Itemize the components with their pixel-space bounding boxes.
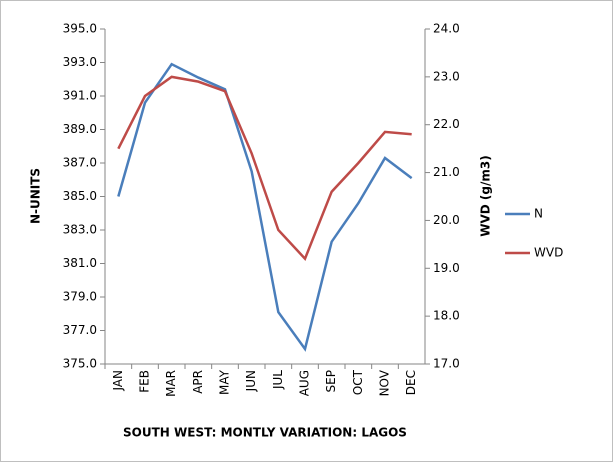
x-tick-label: APR [191, 370, 205, 394]
y-tick-label: 377.0 [63, 323, 97, 337]
y2-axis-label: WVD (g/m3) [479, 155, 493, 236]
series-line [117, 62, 413, 352]
x-tick-label: AUG [298, 370, 312, 396]
y2-tick-label: 22.0 [433, 117, 460, 131]
y-tick-label: 391.0 [63, 89, 97, 103]
y2-tick-label: 18.0 [433, 309, 460, 323]
y2-tick-label: 19.0 [433, 261, 460, 275]
y-tick-label: 383.0 [63, 223, 97, 237]
y-tick-label: 381.0 [63, 256, 97, 270]
x-tick-label: SEP [324, 370, 338, 392]
x-tick-label: NOV [378, 369, 392, 396]
y-tick-label: 389.0 [63, 122, 97, 136]
x-tick-label: JAN [111, 370, 125, 392]
y-tick-label: 387.0 [63, 156, 97, 170]
y-tick-label: 379.0 [63, 290, 97, 304]
series-line [117, 75, 412, 262]
x-tick-label: MAR [164, 370, 178, 397]
y-tick-label: 385.0 [63, 189, 97, 203]
x-tick-label: JUL [271, 370, 285, 390]
y2-tick-label: 24.0 [433, 22, 460, 36]
y-axis-label: N-UNITS [29, 168, 43, 224]
x-tick-label: MAY [218, 369, 232, 395]
y2-tick-label: 17.0 [433, 357, 460, 371]
legend-label: N [534, 207, 543, 221]
x-tick-label: OCT [351, 369, 365, 395]
y-tick-label: 375.0 [63, 357, 97, 371]
chart-title: SOUTH WEST: MONTLY VARIATION: LAGOS [123, 426, 407, 440]
legend-label: WVD [534, 246, 563, 260]
y-tick-label: 393.0 [63, 55, 97, 69]
y2-tick-label: 23.0 [433, 69, 460, 83]
y2-tick-label: 21.0 [433, 165, 460, 179]
y2-tick-label: 20.0 [433, 213, 460, 227]
x-tick-label: JUN [244, 370, 258, 392]
x-tick-label: DEC [404, 370, 418, 395]
x-tick-label: FEB [138, 370, 152, 393]
y-tick-label: 395.0 [63, 22, 97, 36]
